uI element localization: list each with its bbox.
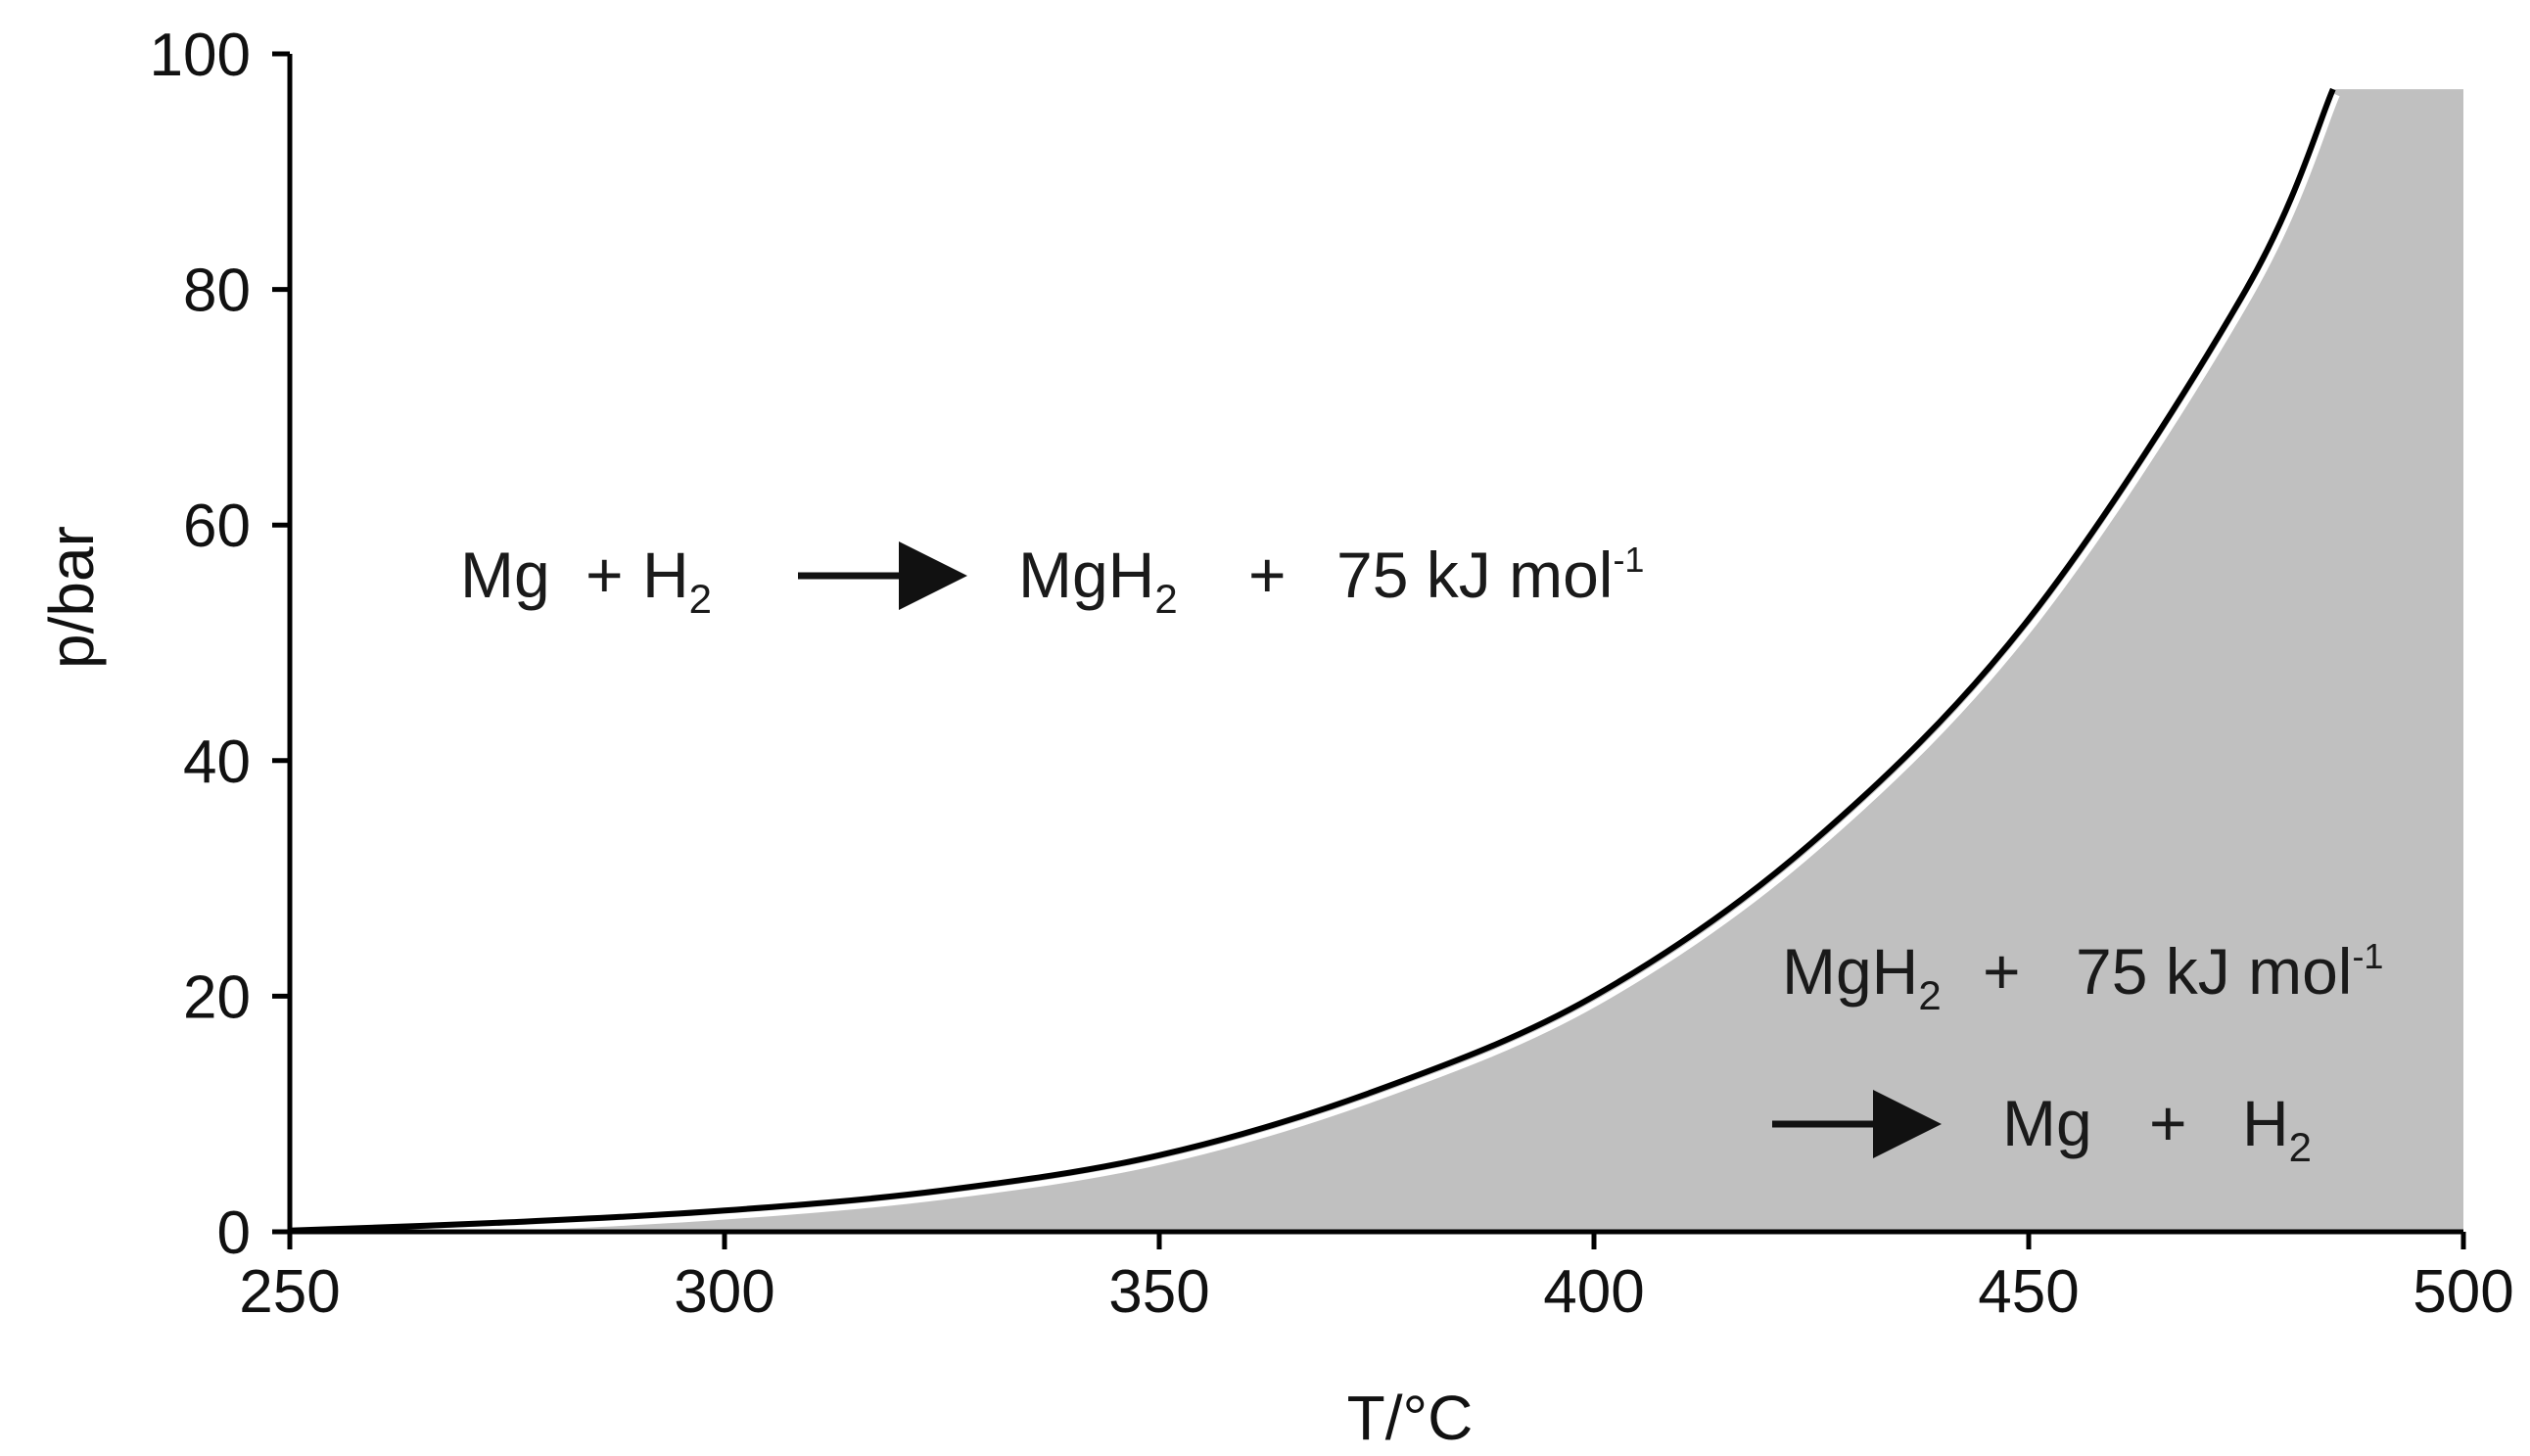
hydriding-plus-2: + <box>1248 539 1287 611</box>
dehydriding-product-mg: Mg <box>2002 1087 2092 1159</box>
dehydriding-product-h2: H2 <box>2242 1087 2312 1170</box>
equilibrium-curve <box>289 87 2336 1234</box>
dehydriding-energy: 75 kJ mol-1 <box>2076 935 2383 1008</box>
hydriding-reactant-h2: H2 <box>642 539 712 622</box>
dehydriding-plus-2: + <box>2149 1087 2187 1159</box>
hydriding-plus-1: + <box>586 539 624 611</box>
y-tick-label: 0 <box>217 1199 251 1267</box>
y-tick-label: 40 <box>183 728 251 796</box>
dehydriding-reactant-subscript: 2 <box>1918 972 1941 1018</box>
y-tick-label: 60 <box>183 493 251 560</box>
x-tick-label: 300 <box>674 1258 774 1326</box>
x-tick-label: 450 <box>1978 1258 2079 1326</box>
hydriding-product-subscript: 2 <box>1154 576 1177 622</box>
hydriding-reactant-mg: Mg <box>460 539 550 611</box>
hydriding-product-mgh2: MgH2 <box>1018 539 1178 622</box>
hydriding-reactant-h2-subscript: 2 <box>689 576 712 622</box>
dehydriding-product-subscript: 2 <box>2289 1124 2312 1170</box>
decomposition-region-fill <box>290 89 2463 1233</box>
dehydriding-energy-superscript: -1 <box>2352 936 2383 976</box>
y-tick-label: 100 <box>150 22 251 89</box>
hydriding-energy-superscript: -1 <box>1613 540 1644 580</box>
dehydriding-reactant-mgh2: MgH2 <box>1782 935 1942 1018</box>
x-axis-title: T/°C <box>1347 1383 1474 1453</box>
axis-ticks: 250 300 350 400 450 500 0 20 40 60 80 100 <box>150 22 2514 1326</box>
x-tick-label: 250 <box>239 1258 340 1326</box>
hydriding-energy: 75 kJ mol-1 <box>1336 539 1644 611</box>
x-tick-label: 500 <box>2413 1258 2513 1326</box>
y-axis-title: p/bar <box>36 526 107 669</box>
y-tick-label: 80 <box>183 258 251 325</box>
curve-highlight <box>293 93 2340 1240</box>
dehydriding-equation: MgH2 + 75 kJ mol-1 Mg + H2 <box>1772 935 2383 1170</box>
hydriding-equation: Mg + H2 MgH2 + 75 kJ mol-1 <box>460 539 1644 622</box>
x-tick-label: 350 <box>1108 1258 1209 1326</box>
x-tick-label: 400 <box>1543 1258 1644 1326</box>
dehydriding-plus-1: + <box>1983 935 2021 1008</box>
y-tick-label: 20 <box>183 963 251 1031</box>
